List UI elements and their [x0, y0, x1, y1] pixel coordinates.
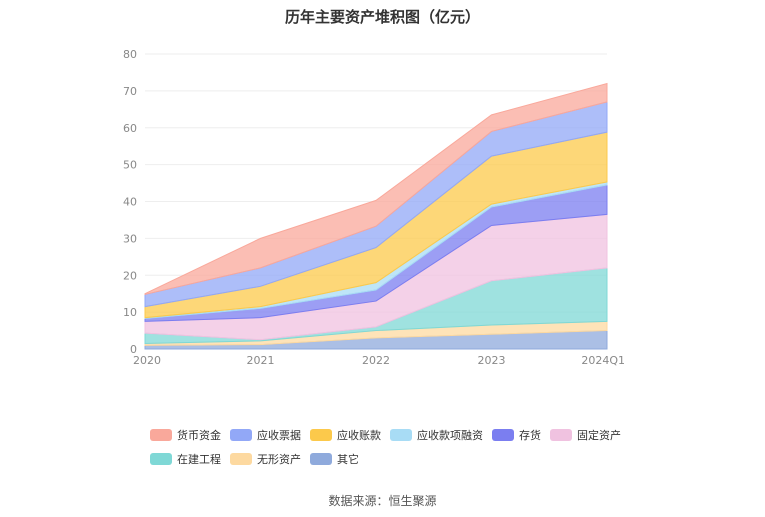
- y-tick-label: 70: [123, 85, 137, 98]
- legend-label: 固定资产: [577, 429, 621, 442]
- legend-item[interactable]: 存货: [492, 427, 541, 444]
- legend-swatch: [310, 429, 332, 441]
- legend-swatch: [150, 452, 172, 465]
- y-tick-label: 60: [123, 122, 137, 135]
- legend-label: 应收账款: [337, 429, 381, 442]
- legend-item[interactable]: 其它: [310, 450, 359, 467]
- legend-item[interactable]: 应收票据: [230, 427, 301, 444]
- legend-swatch: [230, 452, 252, 465]
- legend-label: 存货: [519, 429, 541, 442]
- legend-swatch: [150, 429, 172, 441]
- x-tick-label: 2021: [247, 354, 275, 367]
- legend-label: 在建工程: [177, 452, 221, 466]
- chart-legend: 货币资金 应收票据 应收账款 应收款项融资 存货 固定资产在建工程 无形资产 其它: [150, 426, 630, 473]
- x-tick-label: 2022: [362, 354, 390, 367]
- legend-label: 货币资金: [177, 429, 221, 442]
- stacked-area-chart: 0 10 20 30 40 50 60 70 80 2020 2021 2022 2023 2024Q1: [123, 48, 625, 367]
- y-tick-label: 50: [123, 159, 137, 172]
- y-tick-label: 80: [123, 48, 137, 61]
- legend-item[interactable]: 在建工程: [150, 450, 221, 467]
- legend-item[interactable]: 固定资产: [550, 427, 621, 444]
- series-area: [144, 82, 608, 296]
- legend-label: 无形资产: [257, 452, 301, 466]
- x-tick-label: 2020: [133, 354, 161, 367]
- y-tick-label: 30: [123, 232, 137, 245]
- legend-item[interactable]: 无形资产: [230, 450, 301, 467]
- legend-swatch: [390, 429, 412, 441]
- y-tick-label: 0: [130, 343, 137, 356]
- data-source: 数据来源：恒生聚源: [328, 494, 437, 508]
- x-tick-label: 2023: [478, 354, 506, 367]
- legend-item[interactable]: 应收款项融资: [390, 427, 483, 444]
- legend-item[interactable]: 应收账款: [310, 427, 381, 444]
- legend-swatch: [310, 452, 332, 465]
- legend-label: 应收票据: [257, 429, 301, 442]
- y-tick-label: 10: [123, 306, 137, 319]
- legend-swatch: [492, 429, 514, 441]
- y-tick-label: 20: [123, 269, 137, 282]
- chart-title: 历年主要资产堆积图（亿元）: [284, 8, 480, 26]
- legend-swatch: [550, 429, 572, 441]
- legend-label: 其它: [337, 452, 359, 466]
- legend-swatch: [230, 429, 252, 441]
- x-tick-label: 2024Q1: [581, 354, 625, 367]
- legend-item[interactable]: 货币资金: [150, 427, 221, 444]
- legend-label: 应收款项融资: [417, 429, 483, 442]
- y-tick-label: 40: [123, 196, 137, 209]
